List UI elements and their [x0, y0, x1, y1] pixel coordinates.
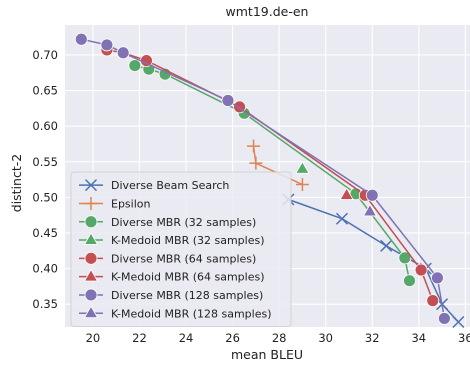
data-point [247, 139, 261, 153]
y-tick-label: 0.40 [32, 262, 58, 276]
data-point [452, 315, 465, 329]
x-tick-label: 32 [365, 331, 380, 345]
legend-marker [83, 268, 99, 282]
legend-label: K-Medoid MBR (128 samples) [111, 307, 272, 320]
data-point [74, 32, 88, 46]
data-point [335, 212, 349, 225]
series-3 [295, 161, 310, 174]
x-tick-label: 26 [225, 331, 240, 345]
data-point [295, 161, 310, 174]
chart-title: wmt19.de-en [226, 4, 309, 19]
y-tick-label: 0.55 [32, 155, 58, 169]
y-tick-label: 0.60 [32, 119, 58, 133]
y-axis-ticks: 0.35 0.40 0.45 0.50 0.55 0.60 0.65 0.70 [32, 48, 58, 311]
series-layer [74, 32, 465, 329]
legend-label: Diverse MBR (64 samples) [111, 252, 256, 265]
legend-marker [83, 305, 99, 318]
x-tick-label: 28 [272, 331, 287, 345]
legend-item: Epsilon [79, 196, 151, 210]
legend-item: Diverse MBR (32 samples) [79, 215, 256, 229]
legend-item: K-Medoid MBR (64 samples) [79, 268, 265, 284]
data-point [437, 312, 451, 325]
legend-label: K-Medoid MBR (64 samples) [111, 271, 265, 284]
x-tick-label: 22 [132, 331, 147, 345]
data-point [414, 263, 428, 277]
legend-label: Diverse Beam Search [111, 179, 229, 192]
series-5 [339, 187, 354, 200]
legend-label: K-Medoid MBR (32 samples) [111, 234, 265, 247]
y-tick-label: 0.70 [32, 48, 58, 62]
data-point [365, 188, 379, 202]
legend-item: Diverse MBR (128 samples) [79, 288, 263, 302]
series-7 [362, 203, 378, 217]
data-point [116, 46, 130, 60]
y-tick-label: 0.50 [32, 190, 58, 204]
x-tick-label: 34 [411, 331, 426, 345]
legend-marker [83, 232, 99, 245]
data-point [398, 251, 412, 265]
y-tick-label: 0.45 [32, 226, 58, 240]
legend-item: Diverse MBR (64 samples) [79, 251, 256, 265]
legend-marker [84, 179, 98, 192]
x-axis-label: mean BLEU [231, 347, 303, 362]
legend-item: K-Medoid MBR (128 samples) [79, 305, 272, 320]
data-point [221, 94, 235, 107]
data-point [339, 187, 354, 200]
x-tick-label: 24 [179, 331, 194, 345]
data-point [128, 59, 142, 72]
data-point [295, 178, 309, 192]
y-tick-label: 0.65 [32, 84, 58, 98]
legend-label: Epsilon [111, 197, 151, 210]
legend-marker [84, 196, 98, 210]
data-point [100, 38, 114, 52]
x-axis-ticks: 20 22 24 26 28 30 32 34 36 [86, 331, 470, 345]
data-point [431, 271, 444, 285]
data-point [403, 274, 416, 288]
data-point [362, 203, 378, 217]
x-tick-label: 36 [458, 331, 470, 345]
legend-marker [84, 251, 98, 265]
data-point [380, 239, 393, 252]
legend-box [70, 171, 292, 327]
legend-marker [84, 215, 98, 229]
data-point [426, 294, 440, 308]
series-6 [74, 32, 451, 325]
y-tick-label: 0.35 [32, 297, 58, 311]
x-tick-label: 30 [318, 331, 333, 345]
y-axis-label: distinct-2 [9, 154, 24, 212]
legend: Diverse Beam Search Epsilon Diverse MBR (3… [70, 171, 292, 327]
legend-label: Diverse MBR (32 samples) [111, 216, 256, 229]
legend-item: K-Medoid MBR (32 samples) [79, 232, 265, 247]
x-tick-label: 20 [86, 331, 101, 345]
legend-item: Diverse Beam Search [79, 179, 229, 192]
legend-label: Diverse MBR (128 samples) [111, 289, 263, 302]
legend-marker [84, 288, 98, 302]
data-point [249, 156, 263, 170]
